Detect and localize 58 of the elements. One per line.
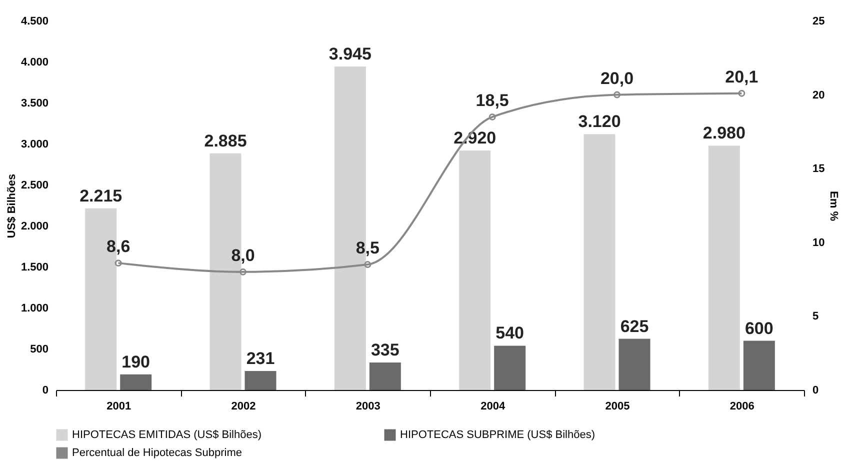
y-tick-label: 0	[42, 384, 48, 396]
bar	[244, 371, 276, 390]
data-label: 8,5	[356, 238, 380, 258]
x-tick-label: 2002	[231, 400, 256, 412]
point	[488, 113, 496, 120]
y-tick-label: 500	[30, 344, 48, 356]
bar	[743, 340, 775, 390]
data-label: 231	[246, 349, 275, 368]
bar	[708, 146, 740, 390]
point	[614, 91, 620, 98]
data-label: 600	[744, 318, 774, 338]
bar	[459, 150, 491, 390]
data-label: 190	[122, 352, 150, 372]
data-label: 18,5	[476, 90, 509, 110]
x-tick-label: 2001	[106, 400, 132, 412]
x-tick-label: 2005	[605, 400, 630, 412]
bar	[584, 134, 616, 390]
x-tick-label: 2004	[480, 400, 506, 412]
y-tick-label: 3.000	[20, 138, 48, 150]
y-tick-label: 3.500	[20, 98, 48, 110]
bar	[618, 338, 650, 390]
y2-tick-label: 20	[812, 89, 825, 102]
data-label: 3.945	[328, 44, 372, 64]
data-label: 2.215	[80, 186, 122, 206]
y-axis-title: US$ Bilhões	[6, 174, 18, 238]
data-label: 540	[496, 324, 524, 343]
y2-tick-label: 10	[812, 236, 825, 249]
data-label: 335	[370, 340, 400, 360]
data-label: 3.120	[578, 112, 621, 132]
bar	[494, 346, 526, 390]
x-tick-label: 2006	[730, 400, 754, 412]
bar	[120, 374, 152, 390]
point	[364, 261, 372, 268]
point	[240, 268, 246, 276]
y2-tick-label: 5	[812, 310, 819, 323]
y2-axis-title: Em %	[828, 191, 840, 222]
x-tick-label: 2003	[356, 400, 380, 412]
y-tick-label: 1.500	[20, 262, 48, 274]
data-label: 625	[620, 316, 649, 336]
data-label: 20,0	[600, 68, 634, 88]
y-tick-label: 4.500	[20, 16, 48, 28]
legend-label: HIPOTECAS EMITIDAS (US$ Bilhões)	[72, 429, 262, 441]
data-label: 8,0	[231, 246, 255, 265]
y2-tick-label: 25	[812, 16, 825, 28]
y-tick-label: 1.000	[20, 302, 48, 314]
y2-tick-label: 15	[812, 163, 825, 176]
bar	[369, 362, 401, 390]
data-label: 2.885	[204, 131, 247, 150]
data-label: 20,1	[725, 67, 758, 86]
data-label: 8,6	[106, 237, 130, 256]
data-label: 2.980	[702, 124, 746, 143]
legend-label: Percentual de Hipotecas Subprime	[72, 447, 242, 459]
data-label: 2.920	[454, 128, 496, 148]
y-tick-label: 2.500	[20, 180, 48, 192]
y-tick-label: 4.000	[20, 56, 48, 68]
y2-tick-label: 0	[812, 384, 819, 396]
legend-label: HIPOTECAS SUBPRIME (US$ Bilhões)	[400, 429, 595, 441]
y-tick-label: 2.000	[20, 220, 48, 232]
